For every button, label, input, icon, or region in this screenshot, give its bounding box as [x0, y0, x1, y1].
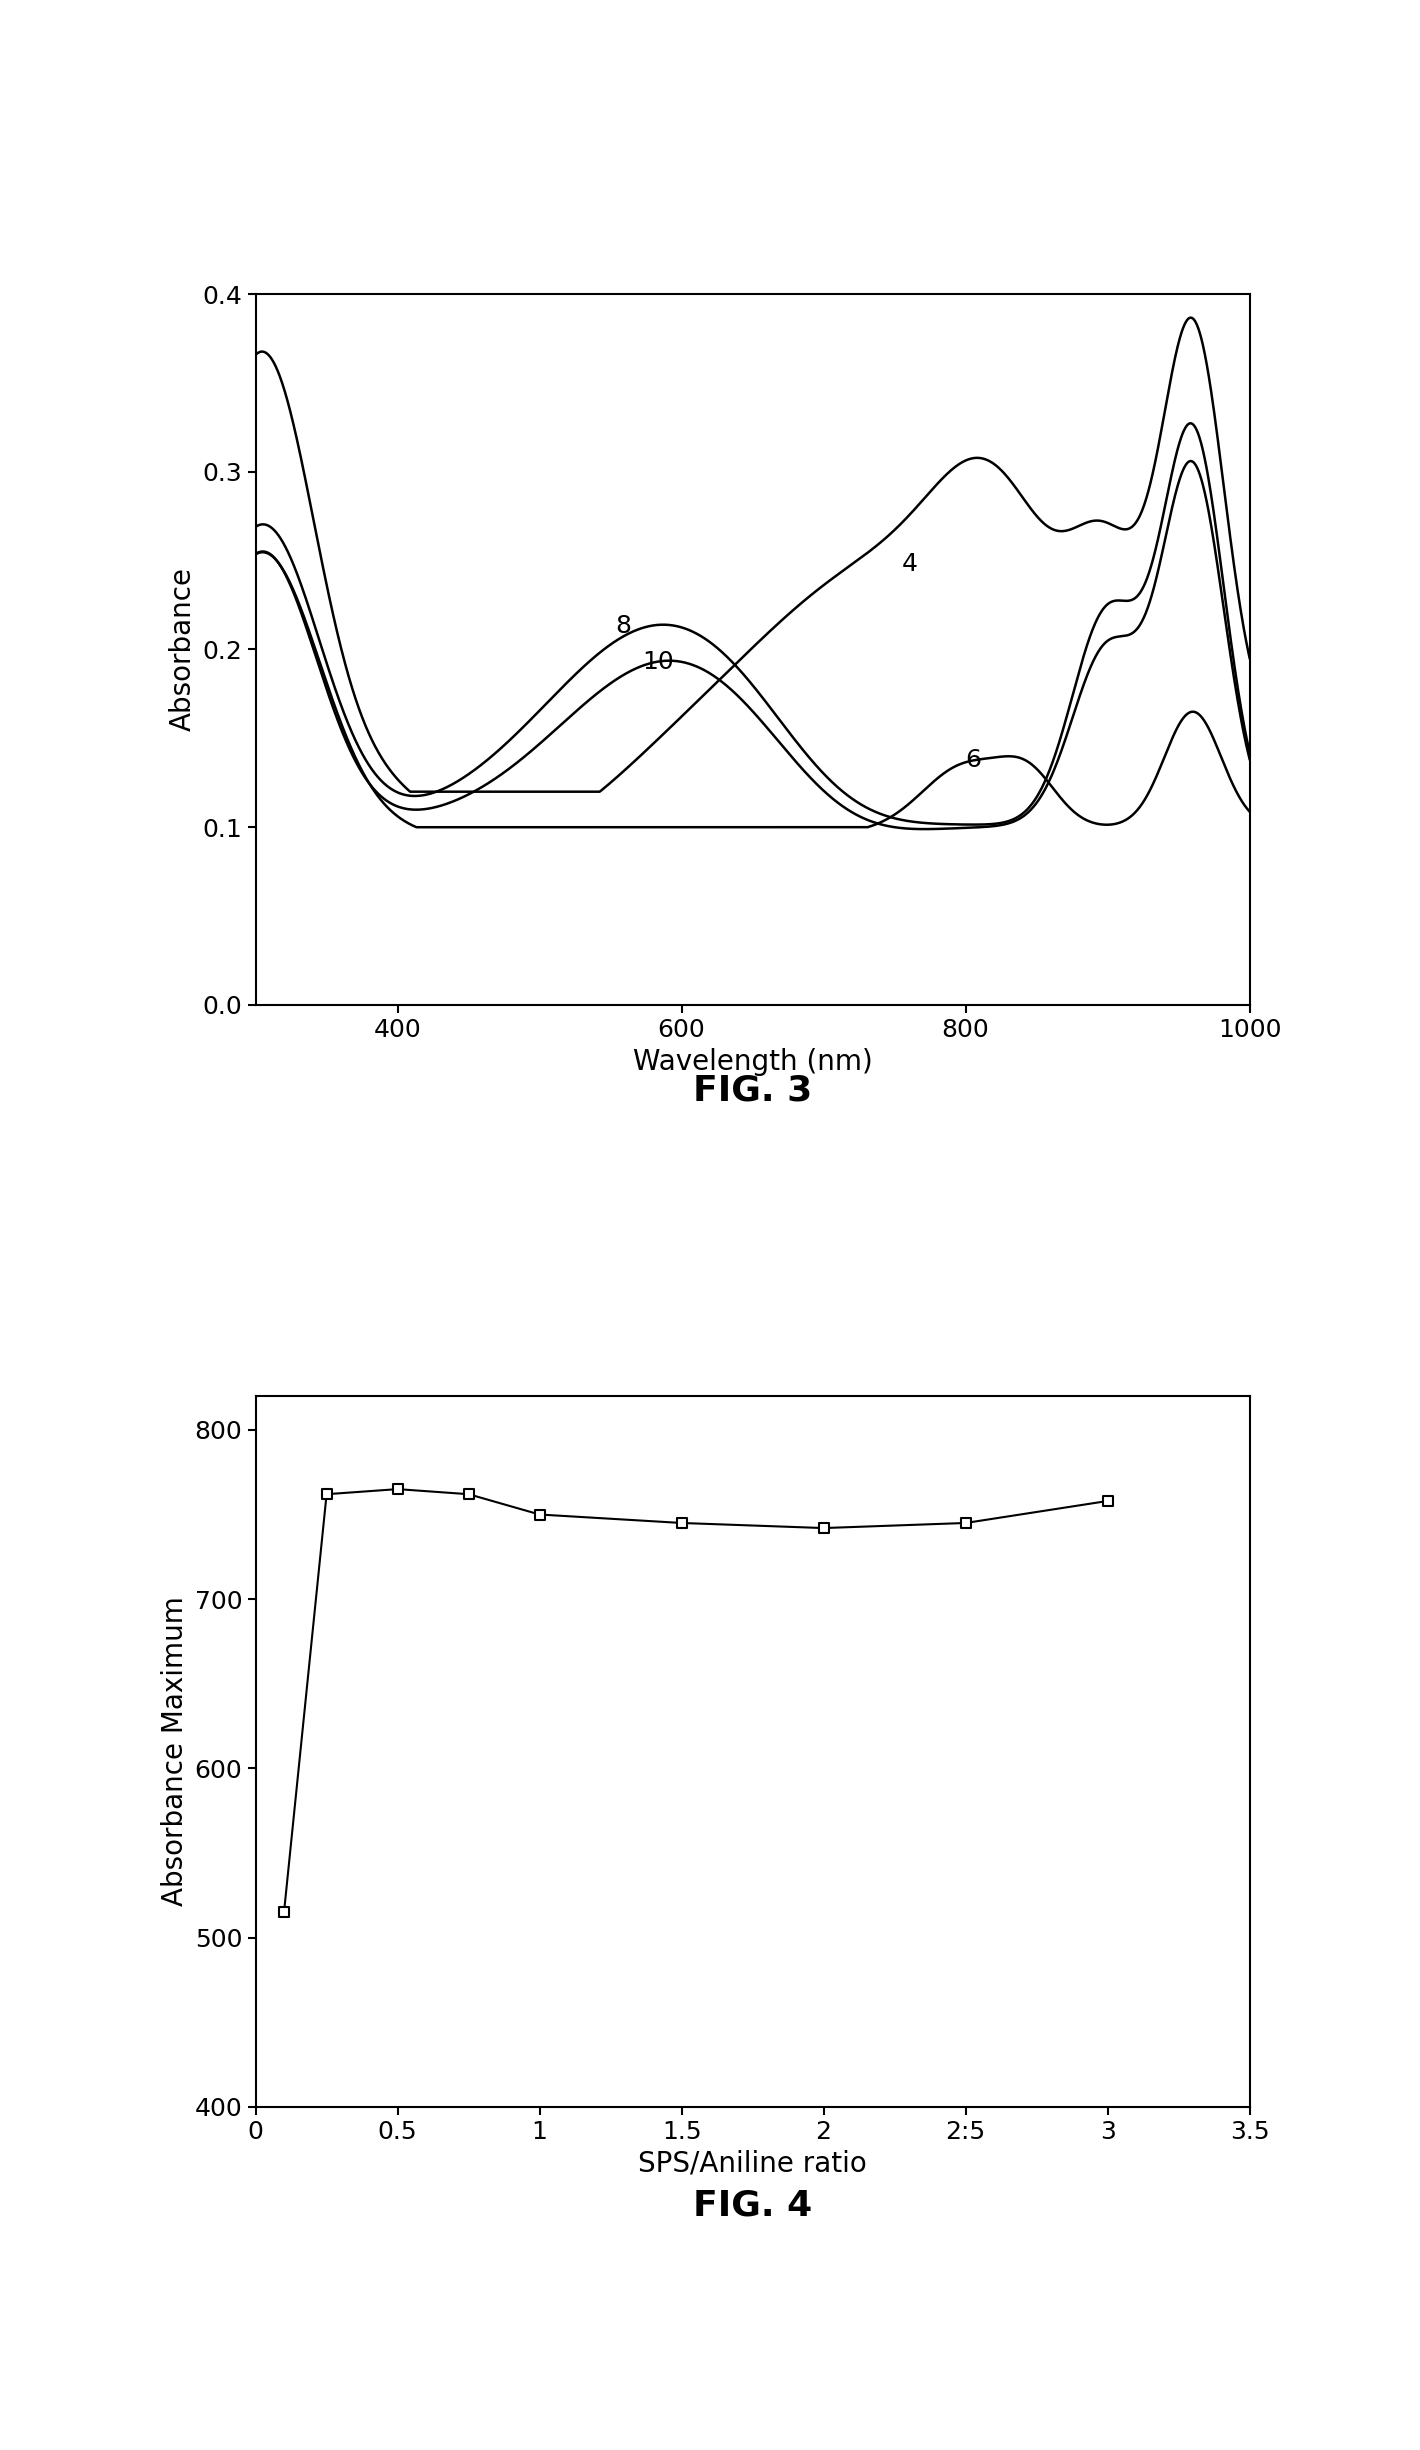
X-axis label: SPS/Aniline ratio: SPS/Aniline ratio: [638, 2149, 868, 2178]
Text: 4: 4: [902, 551, 917, 576]
Point: [386, 1470, 409, 1509]
Point: [670, 1504, 693, 1544]
Text: 6: 6: [966, 747, 981, 772]
Point: [1096, 1482, 1119, 1521]
Point: [273, 1894, 295, 1933]
Point: [812, 1509, 835, 1548]
X-axis label: Wavelength (nm): Wavelength (nm): [633, 1049, 872, 1076]
Point: [954, 1504, 977, 1544]
Text: 10: 10: [642, 649, 673, 674]
Point: [457, 1475, 480, 1514]
Text: FIG. 4: FIG. 4: [693, 2188, 812, 2222]
Y-axis label: Absorbance: Absorbance: [169, 568, 197, 733]
Point: [315, 1475, 338, 1514]
Point: [528, 1494, 551, 1534]
Text: FIG. 3: FIG. 3: [693, 1073, 812, 1107]
Y-axis label: Absorbance Maximum: Absorbance Maximum: [160, 1597, 189, 1906]
Text: 8: 8: [615, 615, 630, 639]
